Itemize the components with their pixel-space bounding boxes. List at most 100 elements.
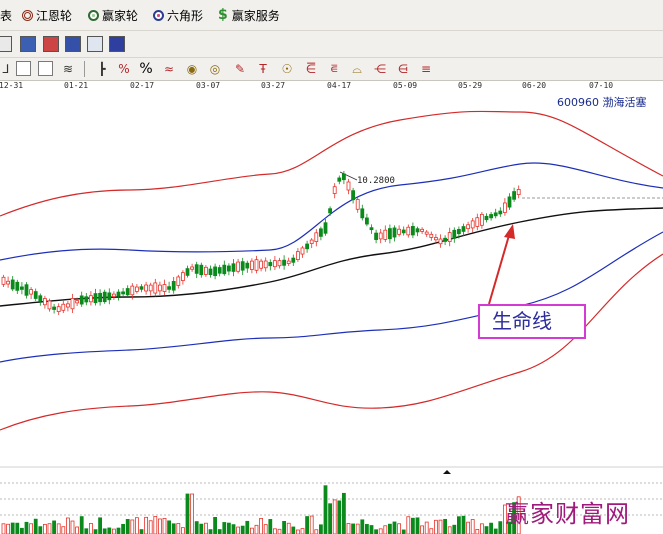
menu-item-hexagon[interactable]: 六角形 xyxy=(153,6,203,24)
candle xyxy=(153,282,158,294)
volume-bar xyxy=(70,520,75,534)
volume-bar xyxy=(171,523,176,534)
candle xyxy=(420,228,425,232)
silver-coin-icon[interactable]: ◎ xyxy=(209,62,221,76)
volume-bar xyxy=(66,517,70,534)
candle xyxy=(134,286,139,292)
candle xyxy=(1,276,6,285)
candle xyxy=(277,260,282,267)
menu-item-jiangen-wheel-label: 江恩轮 xyxy=(36,8,73,23)
candle xyxy=(185,268,190,276)
annotation-arrow xyxy=(488,231,511,305)
candle xyxy=(79,295,84,305)
fibonacci-icon[interactable]: Ŧ xyxy=(259,62,267,76)
life-line xyxy=(0,207,663,307)
volume-bar xyxy=(369,525,374,534)
table-view-icon[interactable] xyxy=(38,61,53,76)
speed-line-icon[interactable]: ⋲ xyxy=(374,62,386,76)
max-volume-marker-icon xyxy=(443,470,451,474)
date-tick: 07-10 xyxy=(589,81,614,90)
volume-bar xyxy=(392,521,397,534)
volume-bar xyxy=(360,519,365,534)
candle xyxy=(245,262,250,269)
candle xyxy=(502,202,507,213)
open-file-icon[interactable] xyxy=(0,36,12,52)
calculator-icon[interactable] xyxy=(20,36,36,52)
date-tick: 05-29 xyxy=(458,81,483,90)
gann-fan-icon[interactable]: ⋶ xyxy=(305,62,317,76)
volume-bar xyxy=(424,521,429,534)
candle xyxy=(351,190,356,201)
candle xyxy=(102,291,107,303)
draw-pen-icon[interactable]: ✎ xyxy=(234,62,246,76)
candle xyxy=(447,232,452,242)
volume-bar xyxy=(346,523,351,534)
volume-bar xyxy=(318,524,323,534)
volume-bar xyxy=(139,529,144,534)
candle xyxy=(112,293,116,297)
candle xyxy=(374,232,379,240)
trend-lines-icon[interactable]: ≋ xyxy=(62,62,74,76)
menu-item-table[interactable]: 表 xyxy=(0,6,12,24)
volume-bar xyxy=(1,523,6,534)
volume-bar xyxy=(443,518,448,534)
candle xyxy=(162,284,167,292)
volume-bar xyxy=(79,516,84,534)
percent-button[interactable]: % xyxy=(139,61,153,77)
wave-ruler-icon[interactable]: ≡ xyxy=(420,62,432,76)
volume-bar xyxy=(10,522,15,534)
zoom-tool-icon[interactable]: ⅃ xyxy=(2,62,10,76)
cycle-icon[interactable]: ☉ xyxy=(281,62,293,76)
candle xyxy=(484,215,489,221)
arc-icon[interactable]: ⌓ xyxy=(352,62,362,76)
jiangen-wheel-icon xyxy=(22,9,33,21)
volume-bar xyxy=(153,516,158,534)
candle xyxy=(387,228,392,240)
candle xyxy=(438,238,443,245)
candle xyxy=(378,232,383,240)
date-tick: 05-09 xyxy=(393,81,418,90)
candle xyxy=(194,264,199,274)
annotation-arrow-head-icon xyxy=(504,224,515,239)
dollar-icon: $ xyxy=(218,7,228,23)
candle xyxy=(314,232,319,242)
volume-bar xyxy=(61,526,66,534)
candle xyxy=(249,260,254,270)
volume-bar xyxy=(190,493,195,534)
candlesticks xyxy=(1,171,521,316)
channel-icon[interactable]: ⋷ xyxy=(329,62,339,76)
menu-item-yingjia-wheel[interactable]: 赢家轮 xyxy=(88,6,138,24)
candle xyxy=(226,265,231,272)
candle xyxy=(263,260,268,269)
candle xyxy=(392,227,397,238)
percent-chart-icon[interactable]: % xyxy=(118,62,130,76)
candle xyxy=(272,260,277,268)
grid-icon[interactable] xyxy=(16,61,31,76)
report-icon[interactable] xyxy=(43,36,59,52)
angle-line-icon[interactable]: ⋳ xyxy=(397,62,409,76)
candle xyxy=(493,212,498,217)
volume-bar xyxy=(470,519,475,534)
volume-bar xyxy=(134,517,139,534)
volume-bar xyxy=(355,523,360,534)
menu-item-jiangen-wheel[interactable]: 江恩轮 xyxy=(22,6,72,24)
candle xyxy=(231,263,236,272)
volume-bar xyxy=(475,528,480,534)
print-preview-icon[interactable] xyxy=(87,36,103,52)
menu-item-yingjia-service[interactable]: $ 赢家服务 xyxy=(218,6,280,24)
volume-bar xyxy=(401,529,406,534)
volume-bar xyxy=(226,522,231,534)
save-icon[interactable] xyxy=(65,36,81,52)
gold-coin-icon[interactable]: ◉ xyxy=(186,62,198,76)
candle xyxy=(415,228,420,233)
candle xyxy=(406,226,411,236)
volume-bar xyxy=(144,516,149,534)
candle xyxy=(236,261,241,272)
print-icon[interactable] xyxy=(109,36,125,52)
ruler-icon[interactable]: ┣ xyxy=(98,62,106,76)
volume-bar xyxy=(378,528,383,534)
rise-fall-icon[interactable]: ≈ xyxy=(163,62,175,76)
high-price-marker: 10.2800 xyxy=(357,176,395,186)
volume-bar xyxy=(249,527,254,534)
candle xyxy=(498,210,503,215)
